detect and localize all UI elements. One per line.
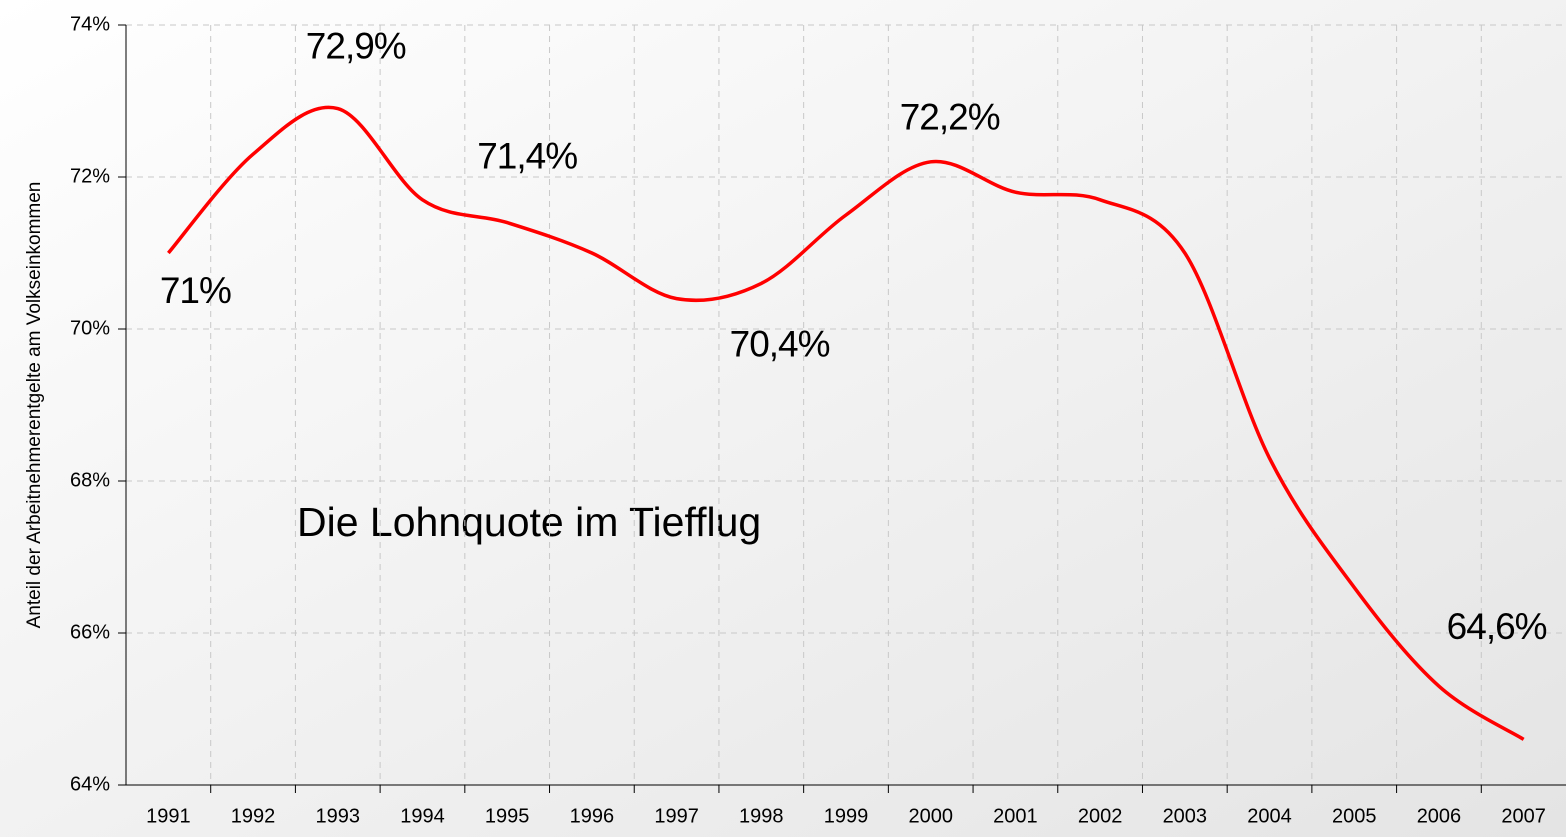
y-tick-label: 74% xyxy=(70,13,110,35)
data-label: 71% xyxy=(160,270,231,311)
y-tick-label: 70% xyxy=(70,317,110,339)
y-tick-label: 68% xyxy=(70,469,110,491)
y-axis-label: Anteil der Arbeitnehmerentgelte am Volks… xyxy=(24,182,45,629)
x-tick-label: 1991 xyxy=(146,805,191,827)
data-label: 70,4% xyxy=(730,323,830,364)
x-tick-label: 2005 xyxy=(1332,805,1377,827)
data-label: 72,9% xyxy=(306,25,406,66)
x-tick-label: 1999 xyxy=(824,805,869,827)
y-tick-label: 64% xyxy=(70,773,110,795)
x-tick-label: 1995 xyxy=(485,805,530,827)
line xyxy=(167,105,1525,741)
x-tick-label: 2002 xyxy=(1078,805,1123,827)
x-tick-label: 2003 xyxy=(1163,805,1208,827)
x-tick-label: 1998 xyxy=(739,805,784,827)
x-tick-label: 2001 xyxy=(993,805,1038,827)
y-tick-label: 66% xyxy=(70,621,110,643)
x-tick-label: 2007 xyxy=(1501,805,1546,827)
x-tick-label: 2004 xyxy=(1247,805,1292,827)
data-label: 72,2% xyxy=(900,97,1000,138)
y-tick-label: 72% xyxy=(70,165,110,187)
x-tick-label: 1997 xyxy=(654,805,699,827)
x-tick-label: 1993 xyxy=(316,805,361,827)
x-tick-label: 1992 xyxy=(231,805,276,827)
annotation: Die Lohnquote im Tiefflug xyxy=(297,499,761,545)
x-tick-label: 1996 xyxy=(570,805,615,827)
data-label: 64,6% xyxy=(1447,606,1547,647)
x-tick-label: 2000 xyxy=(908,805,953,827)
data-label: 71,4% xyxy=(477,135,577,176)
x-tick-label: 1994 xyxy=(400,805,445,827)
x-tick-label: 2006 xyxy=(1417,805,1462,827)
